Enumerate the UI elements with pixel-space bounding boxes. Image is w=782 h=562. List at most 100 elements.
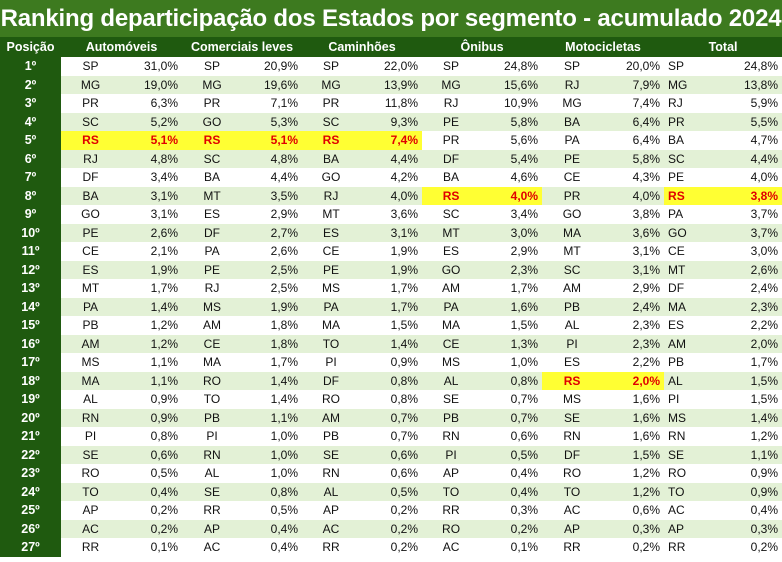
state-cell: RN [61,408,120,427]
table-row: 16º AM 1,2% CE 1,8% TO 1,4% CE 1,3% PI 2,3% AM 2,0% [0,334,782,353]
state-cell: AP [422,464,481,483]
state-cell: SP [542,57,603,76]
share-cell: 0,3% [602,519,665,538]
state-cell: AC [542,501,603,520]
share-cell: 4,0% [360,186,423,205]
share-cell: 0,1% [120,538,183,557]
table-row: 11º CE 2,1% PA 2,6% CE 1,9% ES 2,9% MT 3,1% CE 3,0% [0,242,782,261]
position-cell: 13º [0,279,61,298]
table-row: 23º RO 0,5% AL 1,0% RN 0,6% AP 0,4% RO 1,2% RO 0,9% [0,464,782,483]
state-cell: RN [542,427,603,446]
state-cell: RJ [302,186,361,205]
state-cell: AP [61,501,120,520]
share-cell: 2,1% [120,242,183,261]
state-cell: MG [542,94,603,113]
share-cell: 1,2% [602,464,665,483]
share-cell: 13,8% [722,75,782,94]
share-cell: 2,2% [602,353,665,372]
state-cell: SC [542,260,603,279]
share-cell: 1,7% [242,353,303,372]
table-row: 14º PA 1,4% MS 1,9% PA 1,7% PA 1,6% PB 2,4% MA 2,3% [0,297,782,316]
share-cell: 2,3% [722,297,782,316]
share-cell: 3,1% [360,223,423,242]
position-cell: 10º [0,223,61,242]
state-cell: BA [302,149,361,168]
state-cell: PE [61,223,120,242]
state-cell: RS [422,186,481,205]
share-cell: 4,2% [360,168,423,187]
state-cell: RS [302,131,361,150]
table-body: 1º SP 31,0% SP 20,9% SP 22,0% SP 24,8% SP 20,0% SP 2… [0,57,782,557]
share-cell: 0,6% [602,501,665,520]
share-cell: 1,8% [242,334,303,353]
position-cell: 17º [0,353,61,372]
state-cell: SE [664,445,723,464]
state-cell: AL [182,464,243,483]
state-cell: BA [664,131,723,150]
share-cell: 22,0% [360,57,423,76]
share-cell: 3,1% [120,186,183,205]
table-row: 10º PE 2,6% DF 2,7% ES 3,1% MT 3,0% MA 3,6% GO 3,7% [0,223,782,242]
state-cell: AM [61,334,120,353]
position-cell: 18º [0,371,61,390]
state-cell: AM [542,279,603,298]
share-cell: 7,9% [602,75,665,94]
share-cell: 7,4% [360,131,423,150]
share-cell: 1,4% [242,371,303,390]
state-cell: AP [182,519,243,538]
state-cell: CE [61,242,120,261]
share-cell: 0,5% [360,482,423,501]
state-cell: TO [664,482,723,501]
state-cell: GO [422,260,481,279]
share-cell: 0,2% [360,519,423,538]
state-cell: MT [61,279,120,298]
share-cell: 4,8% [120,149,183,168]
state-cell: PI [61,427,120,446]
table-row: 2º MG 19,0% MG 19,6% MG 13,9% MG 15,6% RJ 7,9% MG 13… [0,75,782,94]
position-cell: 21º [0,427,61,446]
share-cell: 0,4% [480,482,543,501]
state-cell: SC [302,112,361,131]
header-total: Total [664,37,782,57]
share-cell: 2,5% [242,260,303,279]
state-cell: AC [182,538,243,557]
share-cell: 1,6% [480,297,543,316]
share-cell: 2,0% [602,371,665,390]
state-cell: PR [422,131,481,150]
share-cell: 0,8% [360,371,423,390]
state-cell: PE [664,168,723,187]
share-cell: 1,9% [360,242,423,261]
state-cell: SP [61,57,120,76]
share-cell: 3,1% [120,205,183,224]
state-cell: PE [422,112,481,131]
share-cell: 2,9% [602,279,665,298]
share-cell: 5,3% [242,112,303,131]
state-cell: DF [422,149,481,168]
share-cell: 0,4% [242,538,303,557]
table-row: 8º BA 3,1% MT 3,5% RJ 4,0% RS 4,0% PR 4,0% RS 3,8% [0,186,782,205]
position-cell: 14º [0,297,61,316]
position-cell: 4º [0,112,61,131]
share-cell: 1,7% [120,279,183,298]
share-cell: 0,2% [602,538,665,557]
state-cell: SP [664,57,723,76]
share-cell: 10,9% [480,94,543,113]
share-cell: 1,1% [120,353,183,372]
state-cell: MG [302,75,361,94]
position-cell: 23º [0,464,61,483]
state-cell: GO [182,112,243,131]
state-cell: RN [664,427,723,446]
share-cell: 1,4% [120,297,183,316]
share-cell: 0,4% [480,464,543,483]
share-cell: 1,4% [242,390,303,409]
state-cell: RJ [182,279,243,298]
position-cell: 15º [0,316,61,335]
share-cell: 1,1% [242,408,303,427]
header-row: Posição Automóveis Comerciais leves Cami… [0,37,782,57]
state-cell: PR [664,112,723,131]
share-cell: 0,9% [360,353,423,372]
state-cell: PB [61,316,120,335]
state-cell: BA [542,112,603,131]
state-cell: DF [182,223,243,242]
position-cell: 6º [0,149,61,168]
